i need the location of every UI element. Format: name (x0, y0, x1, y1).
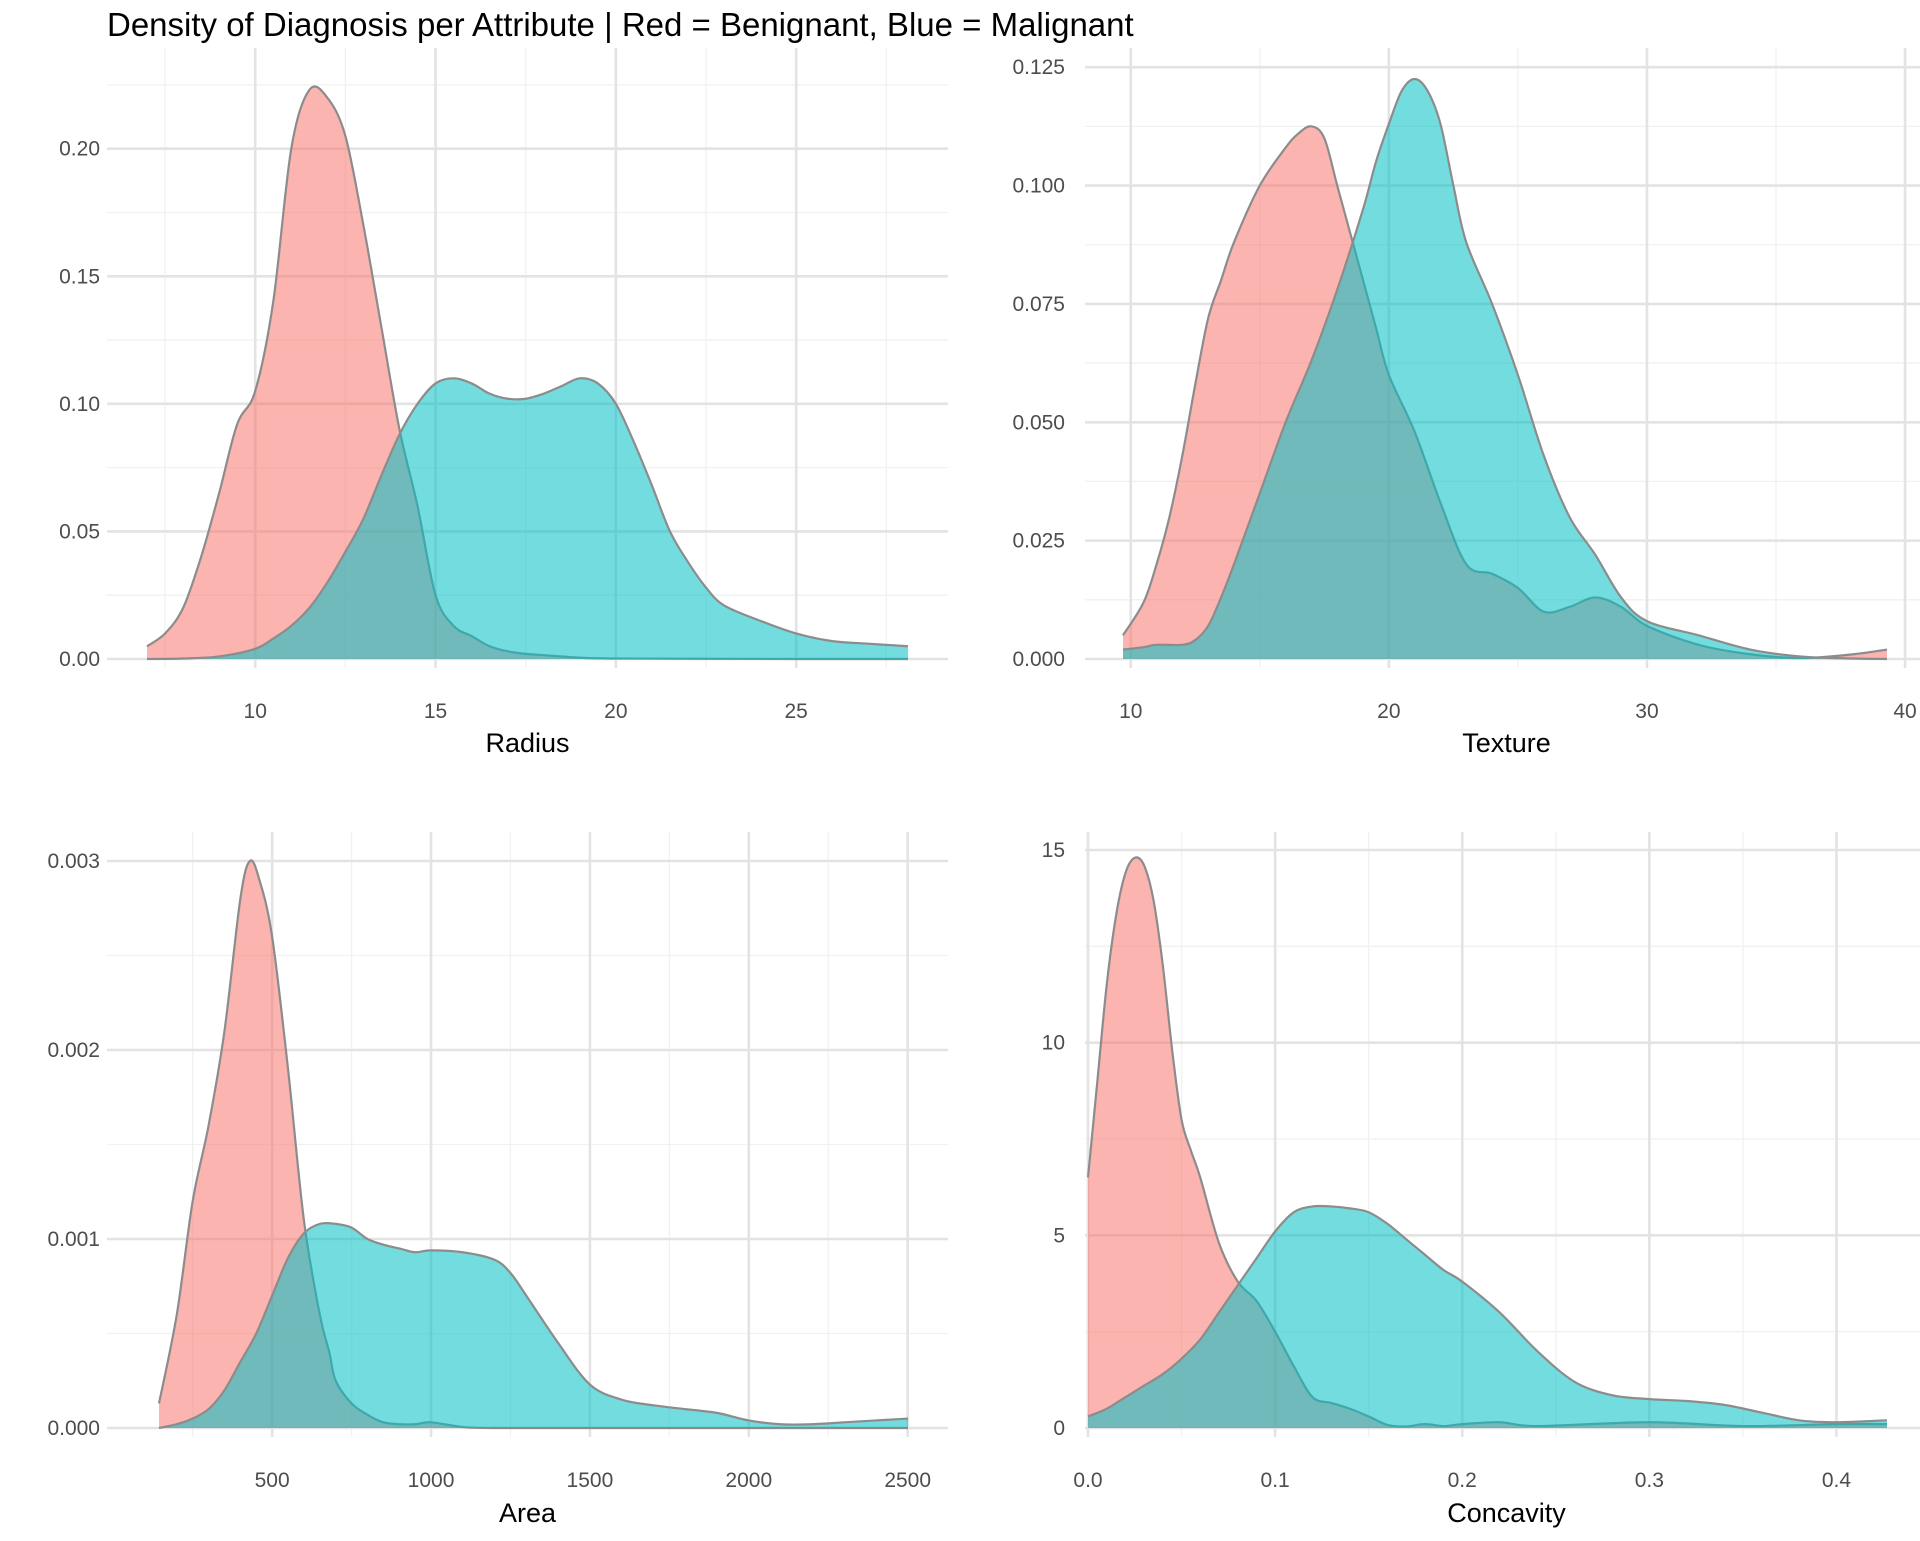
x-tick-label: 10 (1119, 700, 1142, 723)
y-tick-label: 0.001 (47, 1228, 100, 1251)
x-tick-label: 0.0 (1073, 1469, 1102, 1492)
x-axis-label: Concavity (1447, 1498, 1566, 1528)
x-tick-label: 0.4 (1822, 1469, 1852, 1492)
x-tick-label: 20 (604, 700, 627, 723)
density-area-benign (147, 86, 908, 660)
x-tick-label: 0.1 (1261, 1469, 1290, 1492)
y-tick-label: 0.125 (1012, 56, 1065, 79)
y-tick-label: 0.05 (59, 520, 100, 543)
y-tick-label: 0.00 (59, 648, 100, 671)
x-tick-label: 15 (424, 700, 447, 723)
x-tick-label: 0.2 (1448, 1469, 1477, 1492)
x-tick-label: 20 (1377, 700, 1400, 723)
x-tick-label: 2500 (884, 1469, 931, 1492)
density-area-malignant (1123, 79, 1887, 659)
y-tick-label: 0.002 (47, 1039, 100, 1062)
y-tick-label: 0.15 (59, 265, 100, 288)
x-tick-label: 500 (255, 1469, 290, 1492)
x-tick-label: 10 (244, 700, 267, 723)
x-axis-label: Area (499, 1498, 557, 1528)
y-tick-label: 0.003 (47, 850, 100, 873)
density-outline-malignant (158, 1221, 909, 1430)
y-tick-label: 0.100 (1012, 175, 1065, 198)
x-tick-label: 2000 (725, 1469, 772, 1492)
density-outline-malignant (1122, 77, 1888, 661)
y-tick-label: 0.075 (1012, 293, 1065, 316)
density-outline-malignant (146, 377, 909, 661)
y-tick-label: 10 (1042, 1032, 1065, 1055)
x-axis-label: Texture (1462, 728, 1551, 758)
density-area-malignant (1088, 1205, 1887, 1428)
figure-title: Density of Diagnosis per Attribute | Red… (107, 6, 1134, 43)
panel-texture: 10 20 30 40 0.000 0.025 0.050 0.075 0.100 0.125 Te… (1012, 48, 1920, 758)
x-tick-label: 30 (1635, 700, 1658, 723)
x-tick-label: 25 (785, 700, 808, 723)
y-tick-label: 15 (1042, 839, 1065, 862)
y-tick-label: 0.10 (59, 393, 100, 416)
panel-concavity: 0.0 0.1 0.2 0.3 0.4 0 5 10 15 Concavity (1042, 832, 1920, 1528)
y-tick-label: 0.025 (1012, 530, 1065, 553)
y-tick-label: 0 (1053, 1417, 1065, 1440)
y-tick-label: 0.000 (47, 1417, 100, 1440)
x-tick-label: 1000 (408, 1469, 455, 1492)
y-tick-label: 0.20 (59, 138, 100, 161)
panel-radius: 10 15 20 25 0.00 0.05 0.10 0.15 0.20 Radius (59, 48, 948, 758)
x-tick-label: 1500 (567, 1469, 614, 1492)
density-area-malignant (159, 1223, 908, 1428)
density-outline-malignant (1087, 1204, 1888, 1424)
y-tick-label: 0.000 (1012, 648, 1065, 671)
panel-area: 500 1000 1500 2000 2500 0.000 0.001 0.002 0.003 A… (47, 832, 948, 1528)
x-axis-label: Radius (485, 728, 569, 758)
x-tick-label: 40 (1893, 700, 1916, 723)
density-area-benign (159, 860, 908, 1429)
y-tick-label: 0.050 (1012, 411, 1065, 434)
x-tick-label: 0.3 (1635, 1469, 1664, 1492)
y-tick-label: 5 (1053, 1224, 1065, 1247)
density-area-malignant (147, 378, 908, 659)
